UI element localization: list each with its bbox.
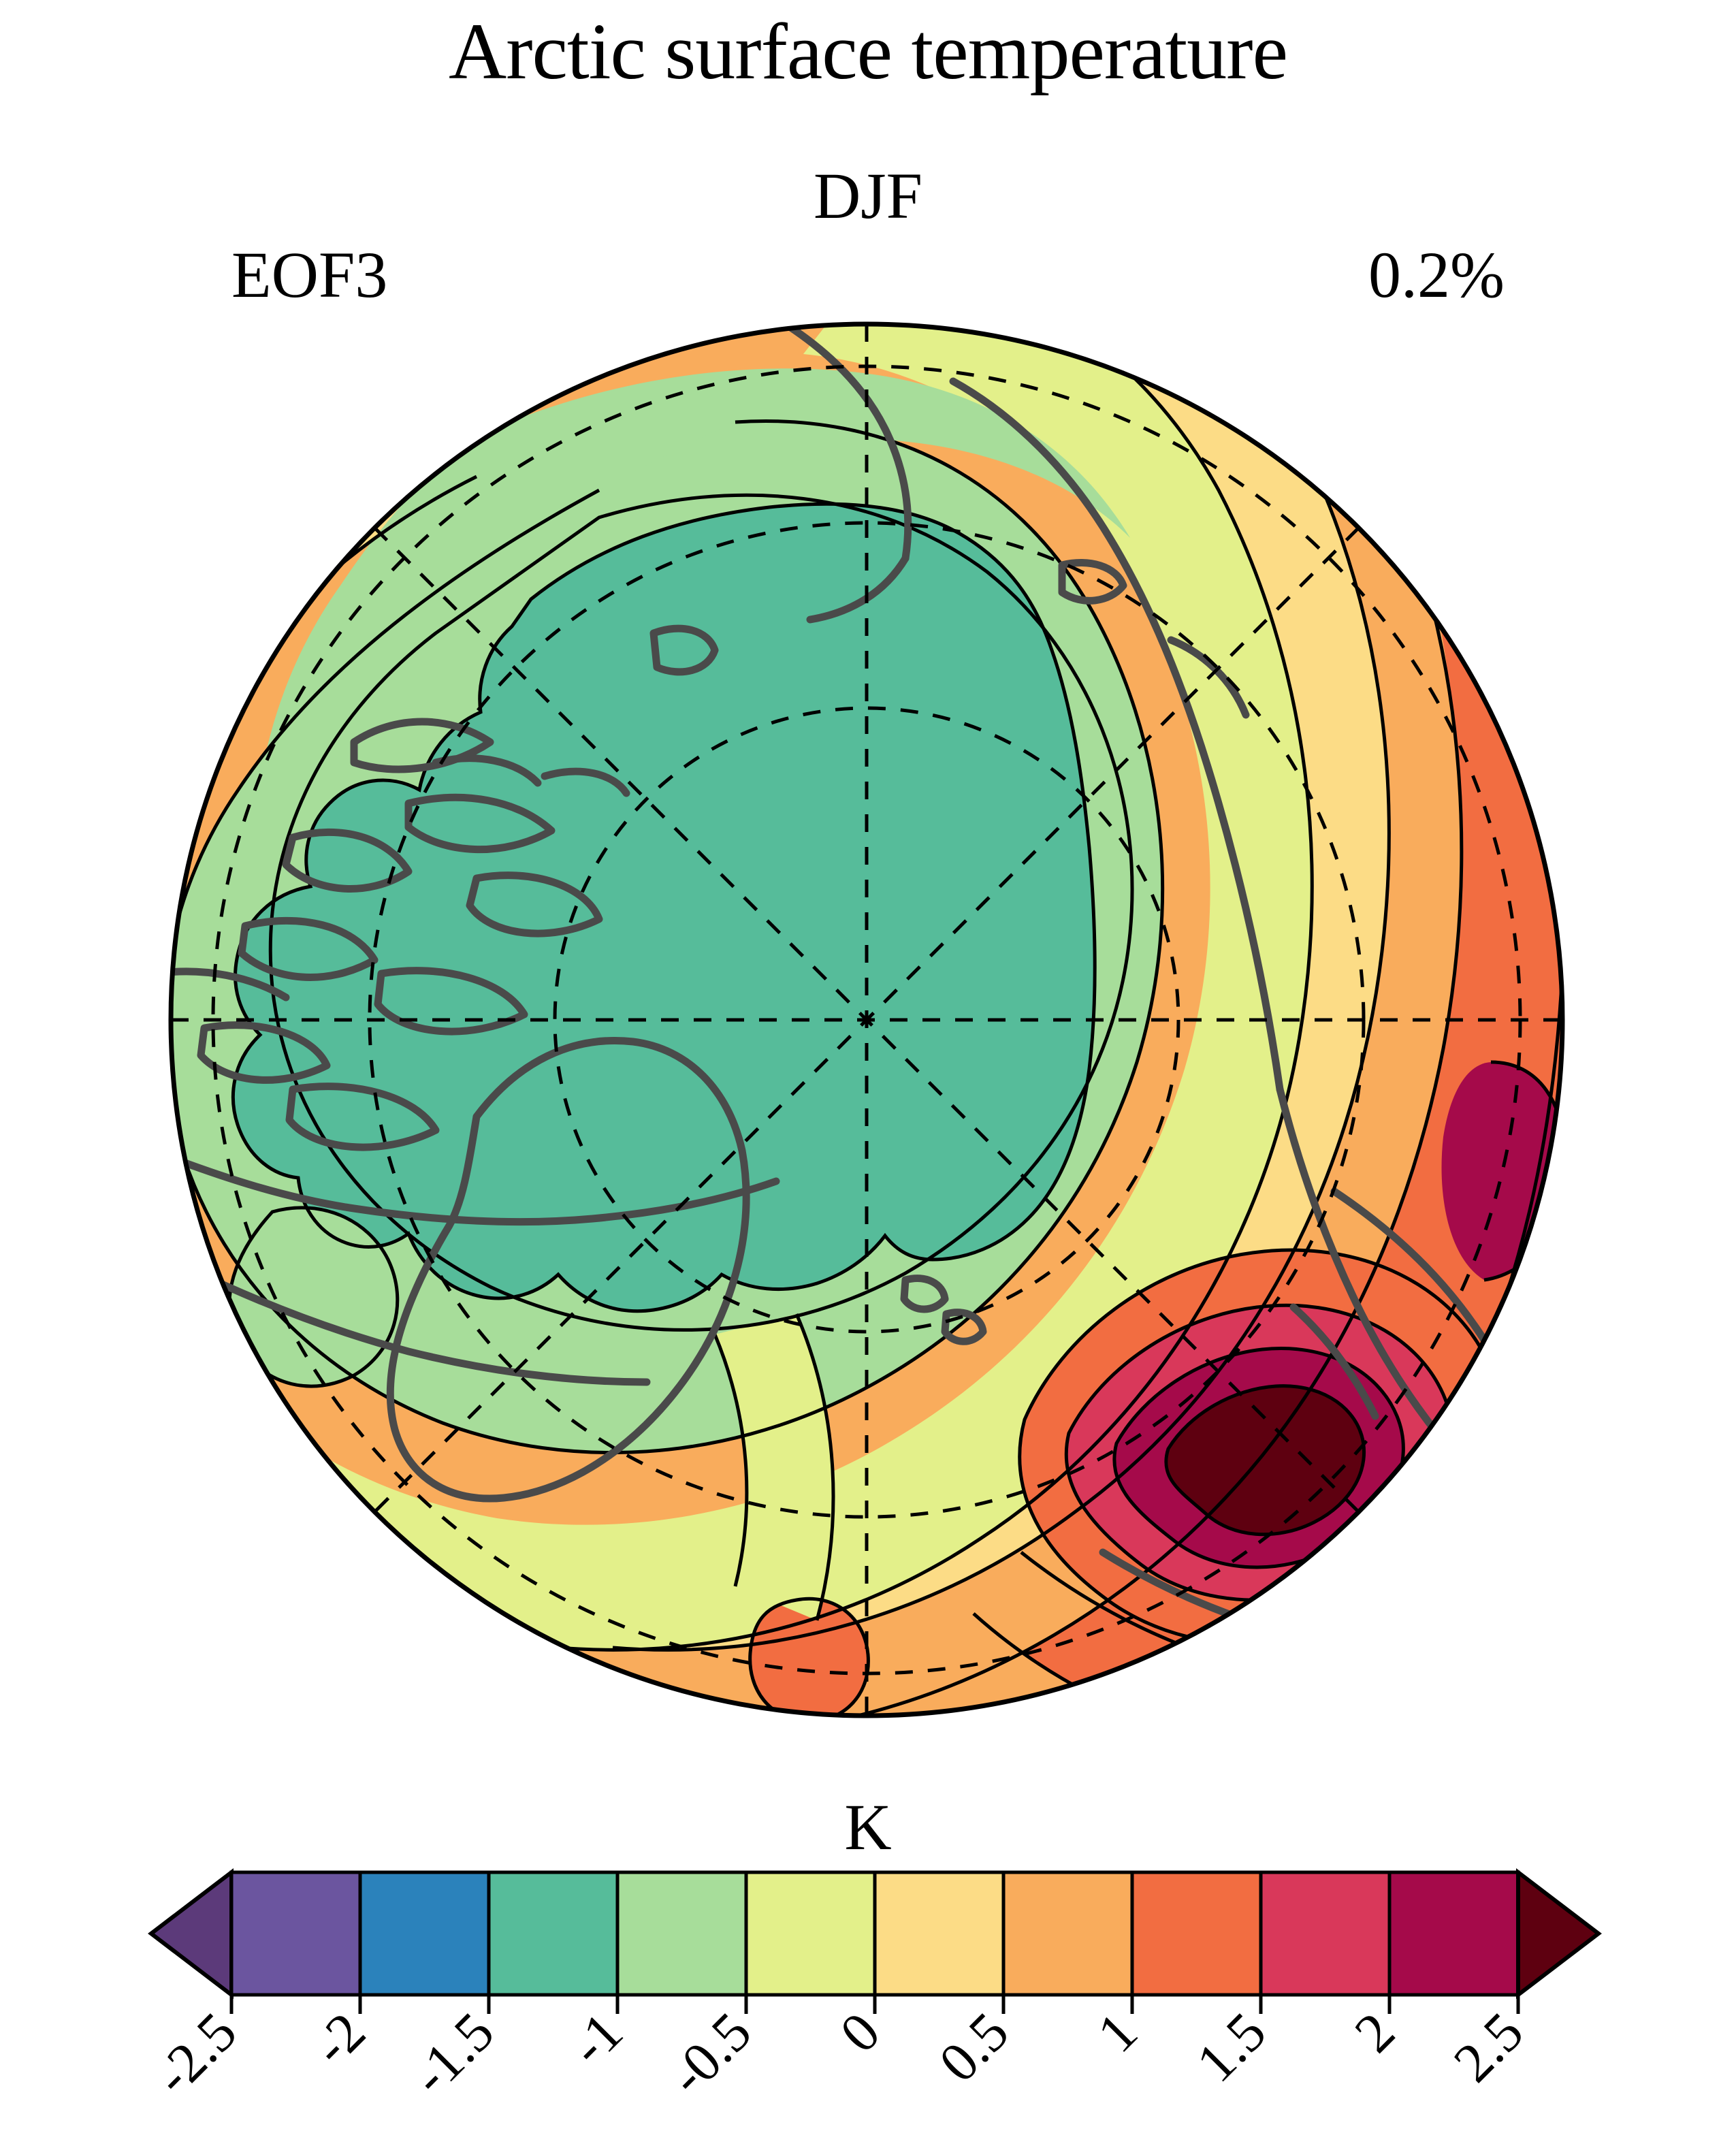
fill-patch-teal-west — [229, 1207, 398, 1387]
colorbar-tick-labels: -2.5 -2 -1.5 -1 -0.5 0 0.5 1 1.5 2 2.5 — [142, 2000, 1535, 2106]
colorbar-band-8 — [1259, 1870, 1392, 1997]
colorbar-tick-label: -2 — [300, 2000, 377, 2077]
colorbar-tick-label: -2.5 — [142, 2000, 248, 2106]
colorbar-tick-label: 2.5 — [1442, 2000, 1535, 2094]
polar-map — [168, 321, 1565, 1718]
season-label: DJF — [813, 159, 923, 232]
parallel-70n — [368, 521, 1366, 1519]
colorbar-tick-label: 0 — [828, 2000, 891, 2064]
polar-map-svg — [168, 321, 1565, 1718]
colorbar-tick-label: -1 — [558, 2000, 634, 2077]
colorbar-svg[interactable]: -2.5 -2 -1.5 -1 -0.5 0 0.5 1 1.5 2 2.5 — [0, 1831, 1736, 2131]
colorbar: -2.5 -2 -1.5 -1 -0.5 0 0.5 1 1.5 2 2.5 — [0, 1831, 1736, 2131]
page-title: Arctic surface temperature — [449, 7, 1288, 96]
colorbar-extend-low — [148, 1868, 234, 2000]
eof-mode-label: EOF3 — [231, 238, 388, 311]
colorbar-band-9 — [1387, 1870, 1520, 1997]
fill-core-teal — [233, 504, 1095, 1311]
meridian-45e-135w — [373, 526, 1360, 1513]
colorbar-tick-label: 1 — [1085, 2000, 1148, 2064]
colorbar-band-4 — [744, 1870, 877, 1997]
colorbar-tick-label: 2 — [1343, 2000, 1406, 2064]
colorbar-band-0 — [229, 1870, 362, 1997]
graticule — [171, 324, 1562, 1716]
map-outline-circle — [168, 321, 1565, 1718]
colorbar-unit-label: K — [844, 1791, 892, 1863]
colorbar-ticks — [229, 1995, 1520, 2014]
parallel-80n — [553, 706, 1180, 1334]
colorbar-band-5 — [873, 1870, 1006, 1997]
colorbar-bands[interactable] — [148, 1868, 1602, 2000]
colorbar-tick-label: 0.5 — [927, 2000, 1020, 2094]
colorbar-band-3 — [615, 1870, 748, 1997]
parallel-60n — [211, 364, 1522, 1676]
colorbar-band-2 — [487, 1870, 620, 1997]
colorbar-tick-label: 1.5 — [1185, 2000, 1278, 2094]
colorbar-extend-high — [1516, 1868, 1602, 2000]
colorbar-tick-label: -1.5 — [400, 2000, 506, 2106]
colorbar-band-7 — [1130, 1870, 1263, 1997]
colorbar-tick-label: -0.5 — [657, 2000, 763, 2106]
contour-fills — [171, 324, 1562, 1716]
variance-explained-label: 0.2% — [1368, 238, 1505, 311]
colorbar-band-1 — [358, 1870, 491, 1997]
colorbar-band-6 — [1001, 1870, 1134, 1997]
